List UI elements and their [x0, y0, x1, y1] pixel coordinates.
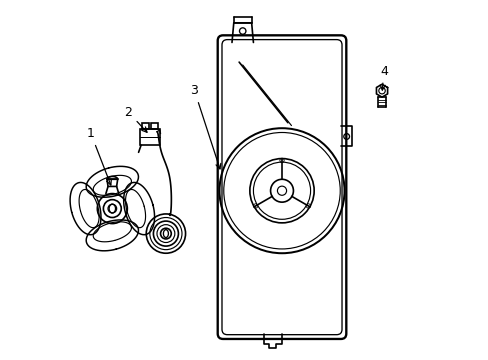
Bar [150, 123, 157, 129]
Text: 4: 4 [379, 64, 387, 90]
Bar [142, 123, 149, 129]
Text: 3: 3 [190, 84, 221, 169]
Text: 1: 1 [87, 127, 111, 185]
Text: 2: 2 [124, 105, 147, 132]
Bar [140, 129, 160, 145]
